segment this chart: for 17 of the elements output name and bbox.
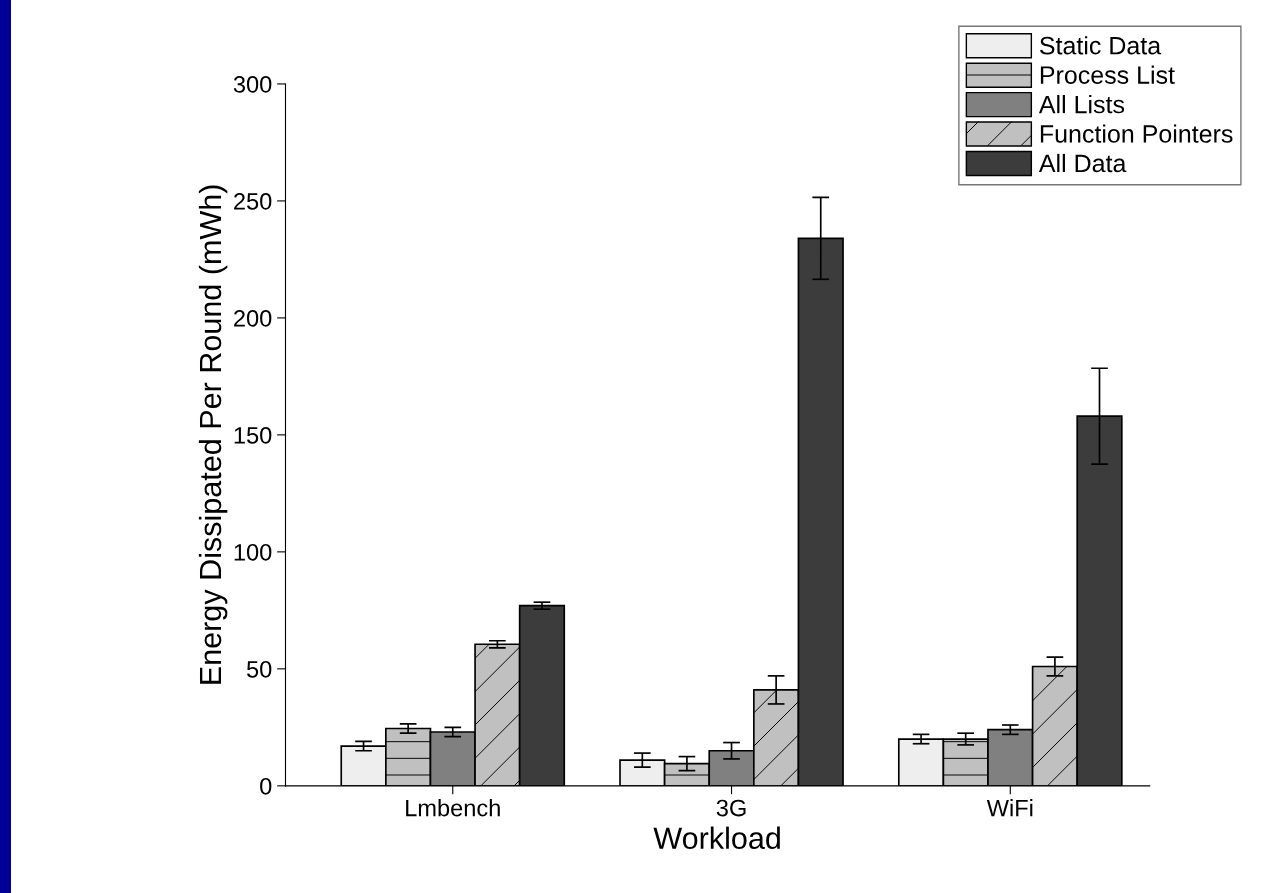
y-tick-label: 150 [234,426,272,444]
y-tick-label: 250 [234,192,272,210]
legend-label: Static Data [1039,36,1162,55]
legend-label: All Data [1038,153,1127,173]
y-tick-label: 100 [234,543,272,561]
x-tick-label: WiFi [986,799,1033,817]
y-tick-label: 300 [233,76,272,93]
legend-label: All Lists [1038,95,1125,114]
y-axis-title: Energy Dissipated Per Round (mWh) [198,185,228,684]
y-tick-label: 200 [234,309,272,327]
x-axis-title: Workload [653,826,780,850]
y-tick-label: 50 [246,660,272,678]
legend-label: Process List [1040,65,1175,84]
legend-label: Function Pointers [1040,124,1233,143]
y-tick-label: 0 [260,777,272,795]
x-tick-label: 3G [716,799,746,817]
x-tick-label: Lmbench [406,799,500,817]
